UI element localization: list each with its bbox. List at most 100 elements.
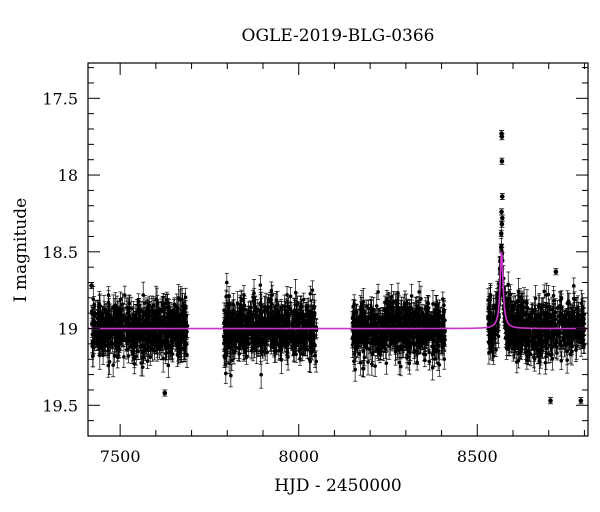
data-point <box>169 339 173 343</box>
data-point <box>102 307 107 312</box>
data-point <box>108 322 113 326</box>
data-point <box>125 306 129 310</box>
data-point <box>127 314 132 318</box>
data-point <box>141 314 146 318</box>
data-point <box>165 305 169 310</box>
data-point <box>115 308 119 312</box>
data-point <box>178 313 183 318</box>
data-point <box>181 308 186 313</box>
data-point <box>183 295 188 300</box>
data-point <box>106 300 111 305</box>
data-point <box>117 323 122 327</box>
data-point <box>178 346 183 350</box>
data-point <box>97 337 102 342</box>
data-point <box>182 324 186 328</box>
data-point <box>92 302 96 307</box>
data-point <box>132 336 137 341</box>
data-point <box>91 353 95 358</box>
data-point <box>161 356 165 361</box>
data-point <box>120 307 125 312</box>
data-point <box>274 298 279 303</box>
data-point <box>145 308 149 312</box>
data-point <box>248 312 253 317</box>
data-point <box>153 330 158 334</box>
data-point <box>154 309 158 313</box>
data-point <box>230 358 234 363</box>
data-point <box>101 353 105 358</box>
data-point <box>225 280 229 285</box>
chart-title: OGLE-2019-BLG-0366 <box>242 26 435 46</box>
data-point <box>141 351 146 356</box>
data-point <box>155 345 159 349</box>
data-point <box>139 361 143 365</box>
data-point <box>269 288 274 293</box>
data-point <box>123 293 127 298</box>
data-point <box>170 343 175 348</box>
data-point <box>175 353 180 357</box>
data-point <box>132 361 137 366</box>
data-point <box>95 334 100 339</box>
data-point <box>128 333 133 338</box>
data-point <box>115 355 120 360</box>
data-point <box>165 336 169 340</box>
data-point <box>145 359 150 363</box>
data-point <box>118 310 123 315</box>
data-point <box>124 336 129 340</box>
data-point <box>177 329 181 333</box>
data-point <box>91 322 96 327</box>
data-point <box>171 331 176 336</box>
data-point <box>167 314 172 318</box>
data-point <box>119 342 123 346</box>
data-point <box>96 316 101 320</box>
data-point <box>131 313 136 317</box>
data-point <box>114 333 118 338</box>
data-point <box>308 359 312 364</box>
data-point <box>106 349 110 353</box>
data-point <box>265 350 269 355</box>
data-point <box>159 322 163 326</box>
data-point <box>159 307 163 312</box>
data-point <box>151 333 156 338</box>
data-point <box>308 292 313 296</box>
data-point <box>111 363 115 367</box>
data-point <box>162 307 166 312</box>
data-point <box>310 288 315 292</box>
data-point <box>224 371 228 376</box>
data-point <box>112 353 117 358</box>
data-point <box>122 355 126 359</box>
data-point <box>97 353 102 358</box>
data-point <box>101 322 105 327</box>
data-point <box>137 309 141 314</box>
data-point <box>178 339 183 344</box>
data-point <box>158 319 163 323</box>
data-point <box>90 344 95 348</box>
data-point <box>143 330 148 334</box>
data-point <box>125 329 130 333</box>
data-point <box>178 297 182 302</box>
data-point <box>286 355 290 359</box>
data-point <box>288 294 293 299</box>
data-point <box>159 338 163 343</box>
data-point <box>174 324 179 329</box>
data-point <box>148 340 153 345</box>
data-point <box>169 317 173 321</box>
data-point <box>160 344 164 349</box>
data-point <box>148 355 153 360</box>
data-point <box>97 309 102 314</box>
data-point <box>259 372 263 377</box>
data-point <box>184 342 188 347</box>
data-point <box>136 349 140 353</box>
data-point <box>92 339 96 344</box>
data-point <box>112 322 116 327</box>
data-point <box>166 363 171 368</box>
data-point <box>183 352 187 357</box>
data-point <box>102 340 106 345</box>
data-point <box>156 315 161 320</box>
data-point <box>162 338 167 343</box>
data-point <box>105 324 110 328</box>
data-point <box>138 334 143 339</box>
data-point <box>291 332 296 337</box>
data-point <box>126 354 131 358</box>
